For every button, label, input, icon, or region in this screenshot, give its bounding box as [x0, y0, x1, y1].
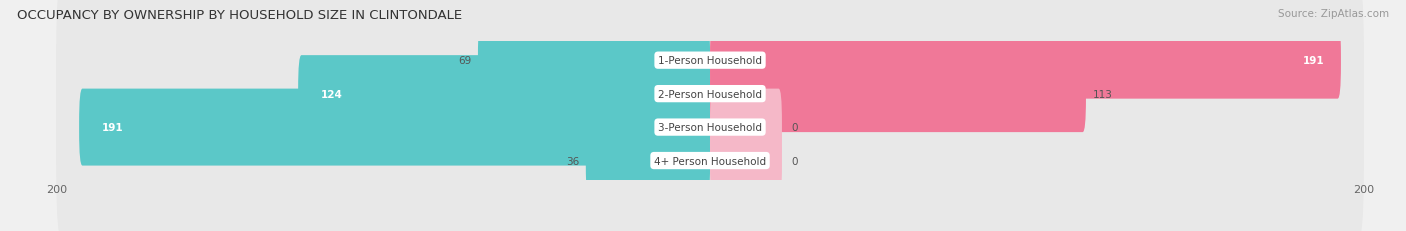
FancyBboxPatch shape	[710, 122, 782, 199]
FancyBboxPatch shape	[56, 0, 1364, 141]
FancyBboxPatch shape	[298, 56, 710, 133]
Legend: Owner-occupied, Renter-occupied: Owner-occupied, Renter-occupied	[592, 228, 828, 231]
Text: 3-Person Household: 3-Person Household	[658, 123, 762, 133]
Text: 0: 0	[792, 123, 799, 133]
FancyBboxPatch shape	[478, 23, 710, 99]
Text: 191: 191	[1303, 56, 1324, 66]
Text: 1-Person Household: 1-Person Household	[658, 56, 762, 66]
Text: 0: 0	[792, 156, 799, 166]
FancyBboxPatch shape	[79, 89, 710, 166]
FancyBboxPatch shape	[710, 56, 1085, 133]
Text: OCCUPANCY BY OWNERSHIP BY HOUSEHOLD SIZE IN CLINTONDALE: OCCUPANCY BY OWNERSHIP BY HOUSEHOLD SIZE…	[17, 9, 463, 22]
FancyBboxPatch shape	[586, 122, 710, 199]
Text: 191: 191	[103, 123, 124, 133]
FancyBboxPatch shape	[710, 23, 1341, 99]
Text: Source: ZipAtlas.com: Source: ZipAtlas.com	[1278, 9, 1389, 19]
FancyBboxPatch shape	[56, 47, 1364, 208]
Text: 36: 36	[567, 156, 579, 166]
FancyBboxPatch shape	[710, 89, 782, 166]
Text: 113: 113	[1092, 89, 1112, 99]
Text: 124: 124	[321, 89, 343, 99]
Text: 2-Person Household: 2-Person Household	[658, 89, 762, 99]
FancyBboxPatch shape	[56, 14, 1364, 174]
Text: 4+ Person Household: 4+ Person Household	[654, 156, 766, 166]
Text: 69: 69	[458, 56, 471, 66]
FancyBboxPatch shape	[56, 81, 1364, 231]
